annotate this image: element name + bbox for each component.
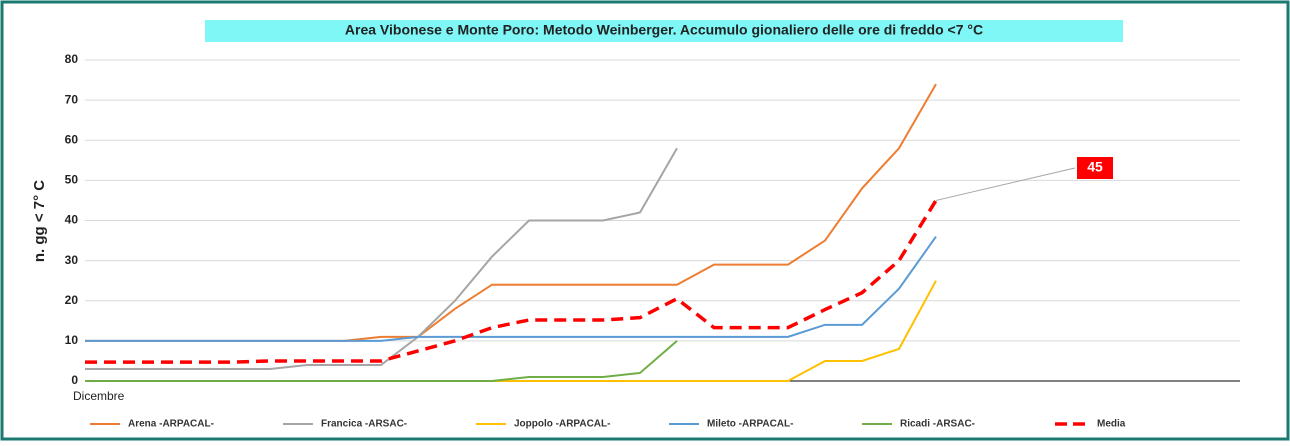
series-line [85,235,937,342]
y-tick-label: 20 [65,293,79,307]
y-tick-label: 80 [65,52,79,66]
label-leader [935,167,1076,201]
legend-label: Francica -ARSAC- [321,419,407,430]
y-tick-label: 40 [65,213,79,227]
chart-title: Area Vibonese e Monte Poro: Metodo Weinb… [345,22,983,38]
y-tick-label: 0 [71,373,78,387]
legend-label: Ricadi -ARSAC- [900,419,975,430]
title-box [205,20,1123,42]
y-tick-label: 60 [65,132,79,146]
y-tick-label: 70 [65,92,79,106]
legend-label: Joppolo -ARPACAL- [514,419,610,430]
series-line [85,147,678,370]
y-tick-label: 10 [65,333,79,347]
y-tick-label: 50 [65,173,79,187]
y-axis-label: n. gg < 7° C [31,180,48,262]
legend-label: Arena -ARPACAL- [128,419,214,430]
data-label: 45 [1087,159,1103,175]
x-tick-label: Dicembre [73,389,125,403]
legend-label: Media [1097,419,1126,430]
series-line [85,199,938,364]
series-line [85,340,678,382]
y-tick-label: 30 [65,253,79,267]
legend-label: Mileto -ARPACAL- [707,419,793,430]
data-label-box [1077,157,1113,179]
